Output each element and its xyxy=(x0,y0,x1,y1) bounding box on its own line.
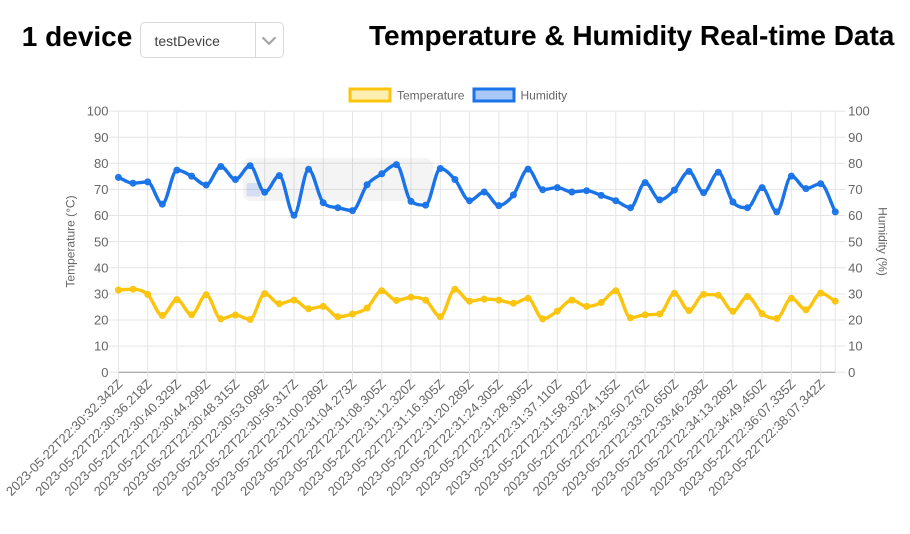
svg-text:20: 20 xyxy=(848,313,862,328)
svg-text:30: 30 xyxy=(94,287,108,302)
svg-text:10: 10 xyxy=(848,339,862,354)
svg-text:0: 0 xyxy=(848,365,855,380)
svg-text:70: 70 xyxy=(94,182,108,197)
svg-text:90: 90 xyxy=(94,130,108,145)
svg-text:Temperature (°C): Temperature (°C) xyxy=(63,195,77,287)
svg-text:50: 50 xyxy=(94,234,108,249)
svg-text:10: 10 xyxy=(94,339,108,354)
svg-text:70: 70 xyxy=(848,182,862,197)
svg-text:60: 60 xyxy=(94,208,108,223)
svg-text:Humidity: Humidity xyxy=(521,88,568,102)
svg-text:100: 100 xyxy=(87,104,109,119)
svg-text:40: 40 xyxy=(848,260,862,275)
svg-text:80: 80 xyxy=(848,156,862,171)
svg-text:0: 0 xyxy=(101,365,108,380)
svg-text:80: 80 xyxy=(94,156,108,171)
svg-text:Humidity (%): Humidity (%) xyxy=(876,207,890,276)
svg-text:30: 30 xyxy=(848,287,862,302)
svg-text:60: 60 xyxy=(848,208,862,223)
svg-text:90: 90 xyxy=(848,130,862,145)
svg-text:40: 40 xyxy=(94,260,108,275)
svg-text:Temperature: Temperature xyxy=(397,88,465,102)
svg-text:20: 20 xyxy=(94,313,108,328)
svg-text:100: 100 xyxy=(848,104,870,119)
svg-text:50: 50 xyxy=(848,234,862,249)
